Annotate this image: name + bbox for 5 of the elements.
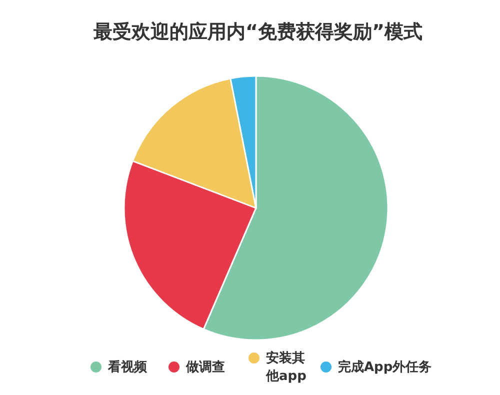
legend-label: 安装其他app: [265, 350, 306, 384]
legend-label: 做调查: [185, 360, 225, 375]
legend-label: 看视频: [107, 359, 148, 375]
chart-title: 最受欢迎的应用内“免费获得奖励”模式: [92, 21, 422, 43]
legend-label: 完成App外任务: [338, 359, 432, 375]
